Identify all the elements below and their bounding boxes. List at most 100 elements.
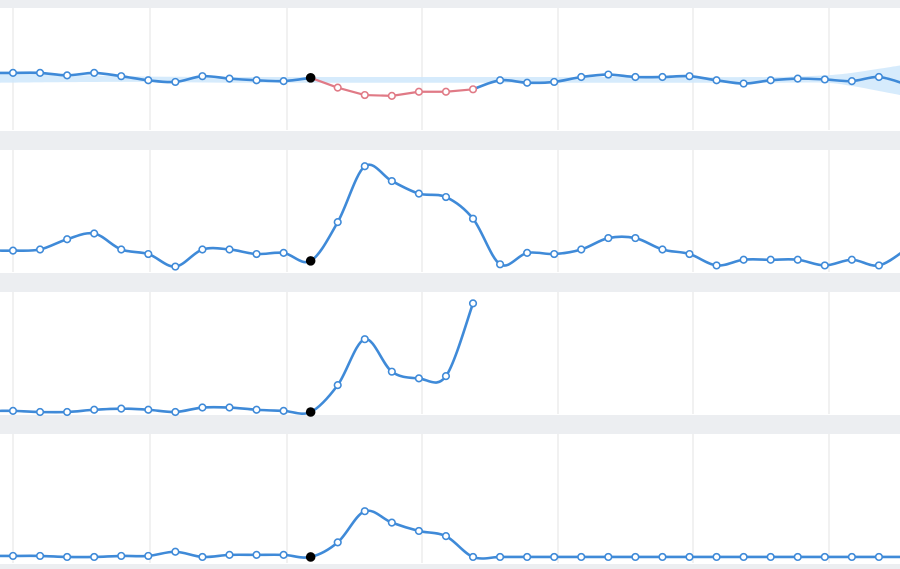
data-point <box>252 550 261 559</box>
data-point <box>495 552 505 562</box>
data-point <box>604 233 613 243</box>
data-point <box>604 552 613 562</box>
anomaly-point <box>360 90 369 100</box>
data-point <box>766 552 775 562</box>
data-point <box>874 261 884 270</box>
series-line <box>0 302 475 415</box>
data-point <box>333 538 342 547</box>
data-point <box>198 552 207 562</box>
data-point <box>90 405 99 414</box>
data-point <box>441 532 451 541</box>
data-point <box>820 75 829 84</box>
event-marker <box>305 552 316 562</box>
data-point <box>360 335 369 344</box>
data-point <box>577 552 586 562</box>
data-point <box>35 245 45 254</box>
data-point <box>63 71 72 80</box>
data-point <box>739 79 748 88</box>
data-point <box>279 76 288 86</box>
data-point <box>35 407 45 417</box>
data-point <box>63 235 72 244</box>
data-point <box>793 552 802 562</box>
data-point <box>90 68 99 77</box>
data-point <box>793 255 802 264</box>
data-point <box>333 381 342 390</box>
data-point <box>847 76 856 86</box>
data-point <box>685 72 694 81</box>
data-point <box>631 233 640 243</box>
data-point <box>171 547 180 556</box>
data-point <box>117 404 126 413</box>
data-point <box>523 552 532 562</box>
event-marker <box>305 407 316 417</box>
data-point <box>252 405 261 414</box>
chart-panel-3 <box>0 292 830 417</box>
data-point <box>225 74 234 83</box>
data-point <box>225 550 234 559</box>
data-point <box>820 552 829 562</box>
data-point <box>225 245 234 254</box>
data-point <box>793 74 802 83</box>
data-point <box>144 405 153 414</box>
chart-panel-1 <box>0 8 900 130</box>
data-point <box>523 78 532 87</box>
data-point <box>117 72 126 81</box>
data-point <box>577 72 586 82</box>
data-point <box>631 72 640 82</box>
data-point <box>360 162 369 171</box>
data-point <box>739 552 748 562</box>
data-point <box>523 248 532 257</box>
data-point <box>550 77 559 87</box>
data-point <box>739 255 748 264</box>
data-point <box>225 403 234 412</box>
anomaly-point <box>333 83 342 92</box>
data-point <box>252 76 261 85</box>
data-point <box>144 249 153 259</box>
data-point <box>35 68 45 77</box>
data-point <box>441 372 451 381</box>
data-point <box>8 406 18 415</box>
data-point <box>577 245 586 254</box>
data-point <box>171 407 180 417</box>
data-point <box>387 176 396 186</box>
data-point <box>144 551 153 561</box>
data-point <box>847 552 856 562</box>
data-point <box>198 72 207 81</box>
data-point <box>604 70 613 79</box>
data-point <box>333 218 342 227</box>
data-point <box>712 261 721 270</box>
anomaly-point <box>441 87 451 96</box>
data-point <box>414 189 424 198</box>
event-marker <box>305 256 316 266</box>
anomaly-point <box>414 87 424 96</box>
data-point <box>820 261 829 270</box>
panel-separator <box>0 564 900 569</box>
panel-separator <box>0 131 900 150</box>
data-point <box>658 552 667 562</box>
data-point <box>495 260 505 269</box>
data-point <box>35 551 45 561</box>
data-point <box>279 550 288 559</box>
data-point <box>8 246 18 255</box>
chart-panel-2 <box>0 150 900 272</box>
series-line <box>0 163 900 268</box>
data-point <box>387 367 396 376</box>
data-point <box>550 249 559 259</box>
data-point <box>90 229 99 238</box>
data-point <box>171 262 180 271</box>
data-point <box>360 507 369 516</box>
data-point <box>90 552 99 562</box>
data-point <box>874 72 884 82</box>
data-point <box>63 552 72 562</box>
data-point <box>468 552 478 562</box>
anomaly-point <box>387 91 396 100</box>
data-point <box>685 552 694 562</box>
series-line <box>0 509 900 560</box>
data-point <box>8 68 18 77</box>
data-point <box>766 255 775 264</box>
data-point <box>712 552 721 562</box>
data-point <box>631 552 640 562</box>
data-point <box>495 76 505 85</box>
